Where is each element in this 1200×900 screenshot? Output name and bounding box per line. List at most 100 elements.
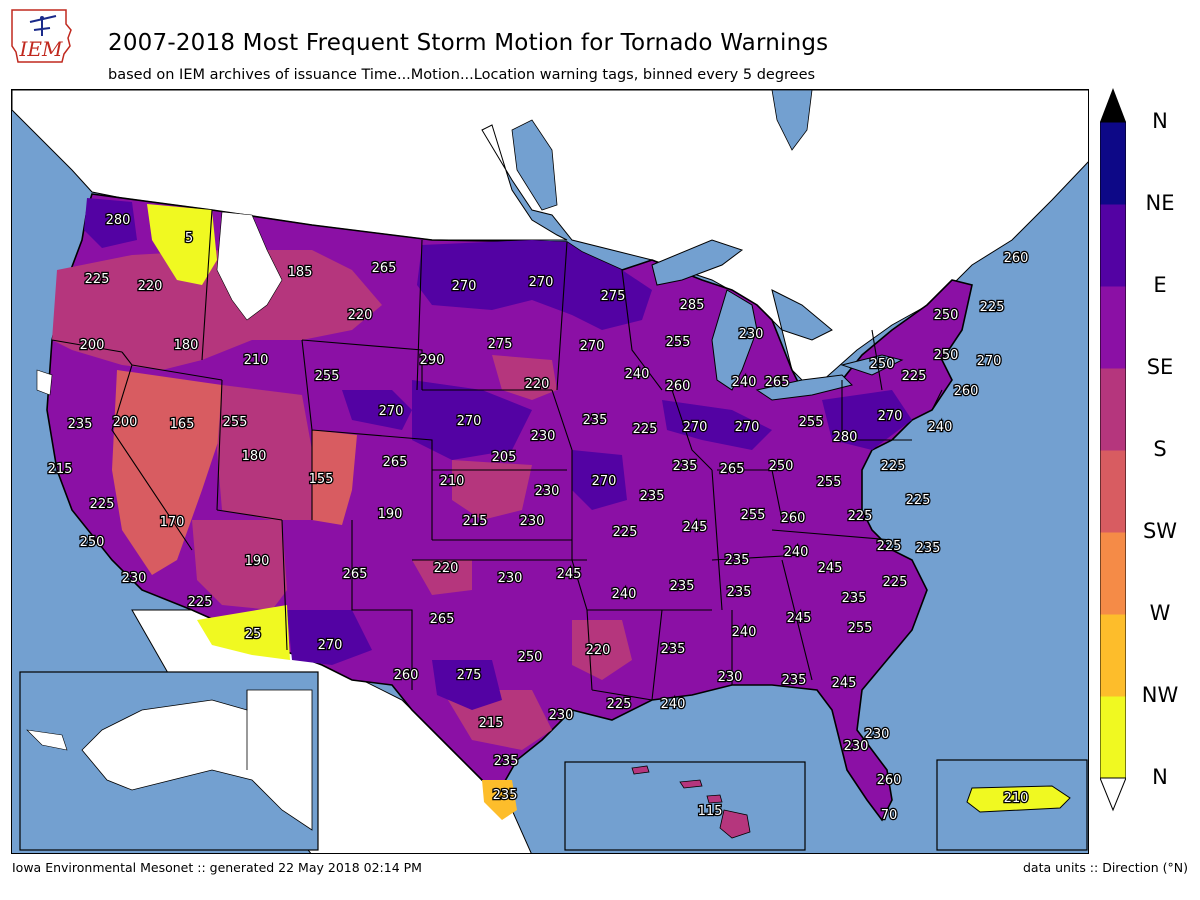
region-sw-indigo: [287, 610, 502, 710]
value-label: 240: [625, 367, 650, 382]
region-plains-magenta: [412, 355, 632, 750]
region-mt-missing: [36, 211, 283, 396]
value-label: 235: [725, 553, 750, 568]
value-label: 250: [934, 348, 959, 363]
page-subtitle: based on IEM archives of issuance Time..…: [108, 67, 816, 83]
value-label: 240: [928, 420, 953, 435]
value-label: 240: [732, 625, 757, 640]
value-label: 270: [683, 420, 708, 435]
region-north-indigo: [417, 240, 652, 330]
value-label: 215: [479, 716, 504, 731]
value-label: 200: [80, 338, 105, 353]
footer-units: data units :: Direction (°N): [1022, 860, 1188, 875]
value-label: 235: [494, 754, 519, 769]
value-label: 115: [698, 804, 723, 819]
colorbar-label: N: [1152, 109, 1168, 133]
value-label: 225: [906, 493, 931, 508]
value-label: 25: [245, 627, 262, 642]
value-label: 280: [833, 430, 858, 445]
colorbar-segment: [1100, 614, 1126, 697]
value-label: 240: [784, 545, 809, 560]
colorbar-outline: [1100, 121, 1126, 779]
value-label: 220: [434, 561, 459, 576]
value-label: 235: [583, 413, 608, 428]
value-label: 270: [318, 638, 343, 653]
value-label: 180: [242, 449, 267, 464]
value-label: 245: [832, 676, 857, 691]
value-label: 180: [174, 338, 199, 353]
value-label: 265: [343, 567, 368, 582]
value-label: 270: [878, 409, 903, 424]
value-label: 230: [535, 484, 560, 499]
region-colorado-salmon: [312, 430, 357, 525]
storm-motion-map: 280 5 225 220 185 265 270 270 275 285 26…: [12, 90, 1088, 853]
value-label: 270: [580, 339, 605, 354]
value-label: 260: [877, 773, 902, 788]
value-label: 255: [817, 475, 842, 490]
value-label: 205: [492, 450, 517, 465]
value-label: 260: [394, 668, 419, 683]
value-label: 250: [870, 357, 895, 372]
value-label: 200: [113, 415, 138, 430]
value-label: 235: [68, 417, 93, 432]
value-label: 235: [670, 579, 695, 594]
value-label: 235: [782, 673, 807, 688]
value-label: 235: [727, 585, 752, 600]
value-label: 230: [520, 514, 545, 529]
colorbar-over-arrow: [1100, 88, 1126, 122]
value-label: 225: [902, 369, 927, 384]
colorbar-label: E: [1153, 273, 1167, 297]
value-label: 230: [865, 727, 890, 742]
value-label: 260: [954, 384, 979, 399]
value-label: 190: [378, 507, 403, 522]
value-label: 265: [765, 375, 790, 390]
value-label: 255: [223, 415, 248, 430]
great-lakes: [651, 239, 904, 401]
value-label: 230: [531, 429, 556, 444]
value-label: 225: [90, 497, 115, 512]
colorbar-label: SE: [1146, 355, 1174, 379]
value-label: 220: [348, 308, 373, 323]
value-label: 170: [160, 515, 185, 530]
page-title: 2007-2018 Most Frequent Storm Motion for…: [108, 30, 829, 56]
value-label: 250: [769, 459, 794, 474]
value-label: 275: [601, 289, 626, 304]
value-label: 220: [525, 377, 550, 392]
colorbar-segment: [1100, 696, 1126, 779]
value-label: 255: [666, 335, 691, 350]
region-texas-orange: [482, 780, 517, 820]
value-label: 245: [818, 561, 843, 576]
value-label: 270: [379, 404, 404, 419]
state-borders: [51, 209, 943, 701]
value-label: 225: [85, 272, 110, 287]
puerto-rico-inset: [936, 759, 1088, 851]
region-idaho-yellow: [147, 204, 217, 285]
alaska-inset: [19, 671, 319, 851]
value-label: 230: [549, 708, 574, 723]
value-label: 255: [315, 369, 340, 384]
value-label: 275: [488, 337, 513, 352]
value-label: 230: [498, 571, 523, 586]
region-nevada-salmon: [112, 370, 222, 575]
colorbar-label: SW: [1142, 519, 1178, 543]
value-label: 210: [244, 353, 269, 368]
value-label: 270: [977, 354, 1002, 369]
colorbar-segment: [1100, 532, 1126, 615]
value-label: 255: [848, 621, 873, 636]
value-label: 155: [309, 472, 334, 487]
value-label: 230: [122, 571, 147, 586]
value-label: 265: [383, 455, 408, 470]
colorbar-label: NE: [1145, 191, 1175, 215]
value-label: 265: [430, 612, 455, 627]
colorbar-label: NW: [1141, 683, 1179, 707]
region-nw-magenta: [52, 250, 382, 370]
colorbar-segment: [1100, 204, 1126, 287]
colorbar-label: W: [1149, 601, 1171, 625]
map-panel: 280 5 225 220 185 265 270 270 275 285 26…: [11, 89, 1089, 854]
value-label: 225: [877, 539, 902, 554]
value-label: 270: [529, 275, 554, 290]
value-label: 185: [288, 265, 313, 280]
value-label: 250: [934, 308, 959, 323]
value-label: 245: [557, 567, 582, 582]
value-label: 210: [1004, 791, 1029, 806]
